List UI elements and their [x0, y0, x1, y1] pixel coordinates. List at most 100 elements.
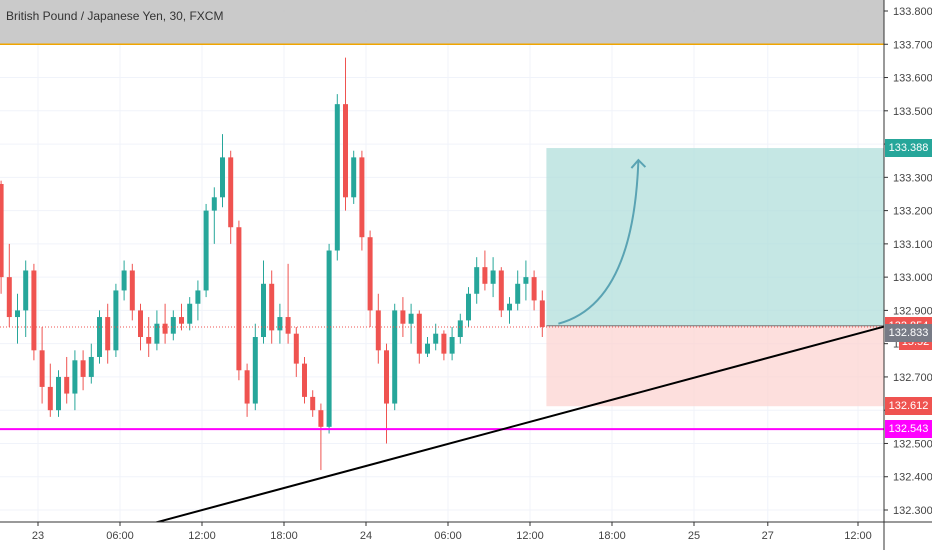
candle-body — [0, 183, 4, 278]
candle — [211, 187, 217, 244]
projection-arrow — [558, 160, 640, 325]
candle-body — [441, 333, 447, 354]
candle-body — [170, 317, 176, 334]
time-tick-label: 25 — [688, 530, 700, 542]
candle — [425, 337, 430, 357]
candle-body — [56, 376, 61, 411]
candle — [367, 230, 373, 328]
time-tick-label: 18:00 — [598, 530, 626, 542]
last-price-tag: 132.833 — [885, 323, 932, 342]
stop-price-tag: 132.612 — [885, 397, 932, 416]
candle-body — [523, 277, 529, 284]
candle — [449, 327, 455, 361]
candle — [515, 270, 521, 311]
candle — [23, 260, 29, 338]
candles — [0, 57, 545, 471]
support-price-tag: 132.543 — [885, 420, 932, 439]
candle-body — [31, 270, 37, 351]
candle-body — [97, 317, 102, 357]
candle — [343, 57, 348, 211]
candle — [220, 134, 225, 208]
candle — [80, 350, 86, 391]
candle-body — [433, 333, 439, 344]
candle-body — [187, 303, 193, 324]
candle — [113, 283, 119, 357]
candle-body — [228, 157, 234, 228]
candle — [359, 150, 365, 251]
candle-body — [277, 317, 283, 331]
candle — [236, 220, 242, 381]
candle — [121, 260, 127, 301]
candle-body — [261, 283, 266, 338]
candle-body — [416, 313, 422, 354]
candle — [531, 270, 537, 311]
candle — [6, 243, 12, 328]
candle-body — [285, 317, 291, 334]
candle — [252, 323, 258, 411]
time-axis-panel — [0, 522, 932, 550]
candle — [457, 313, 463, 344]
candle — [416, 310, 422, 364]
price-tick-label: 133.500 — [893, 106, 932, 118]
price-tick-label: 132.400 — [893, 472, 932, 484]
candle-body — [138, 310, 143, 338]
resistance-zone — [0, 0, 884, 45]
candle-body — [121, 270, 127, 291]
candle-body — [15, 310, 20, 318]
candle — [72, 350, 78, 411]
candle — [400, 297, 406, 338]
candle-body — [6, 277, 12, 318]
price-tick-label: 133.300 — [893, 172, 932, 184]
candle-body — [384, 350, 389, 404]
candle — [474, 257, 480, 304]
price-tick-label: 133.000 — [893, 272, 932, 284]
price-tick-label: 133.200 — [893, 206, 932, 218]
candle — [318, 403, 324, 471]
candle — [293, 327, 299, 377]
candle-body — [72, 360, 78, 394]
price-tick-label: 132.500 — [893, 438, 932, 450]
candle-body — [23, 270, 29, 311]
candle — [441, 330, 447, 361]
candle-body — [105, 317, 111, 351]
candle-body — [507, 303, 512, 311]
time-tick-label: 06:00 — [434, 530, 462, 542]
candle-body — [482, 267, 488, 284]
candle — [277, 303, 283, 344]
candle-body — [236, 227, 242, 371]
time-tick-label: 18:00 — [270, 530, 298, 542]
candle-body — [269, 283, 275, 331]
candle — [179, 303, 184, 331]
candle — [261, 260, 266, 344]
candle — [269, 270, 275, 344]
target-zone — [546, 148, 891, 326]
candle-body — [113, 290, 119, 351]
candle — [498, 267, 504, 318]
candle — [146, 317, 152, 357]
chart-drawings[interactable] — [0, 158, 908, 525]
candle — [162, 303, 168, 344]
price-tick-label: 132.300 — [893, 505, 932, 517]
candle-body — [326, 250, 332, 427]
candle-body — [162, 323, 168, 334]
candle — [138, 303, 143, 351]
candle-body — [211, 197, 217, 211]
candle — [490, 257, 496, 298]
candle — [310, 390, 316, 417]
candle — [105, 303, 111, 364]
candle — [285, 263, 291, 344]
chart-zones — [0, 0, 891, 407]
candle-body — [425, 343, 430, 354]
candle — [351, 150, 357, 204]
price-tick-label: 132.700 — [893, 372, 932, 384]
candle-body — [195, 290, 201, 304]
symbol-title[interactable]: British Pound / Japanese Yen, 30, FXCM — [6, 9, 224, 23]
time-tick-label: 06:00 — [106, 530, 134, 542]
candle — [375, 293, 381, 364]
candle — [15, 293, 20, 344]
candle-body — [392, 310, 398, 404]
candle-body — [531, 277, 537, 301]
